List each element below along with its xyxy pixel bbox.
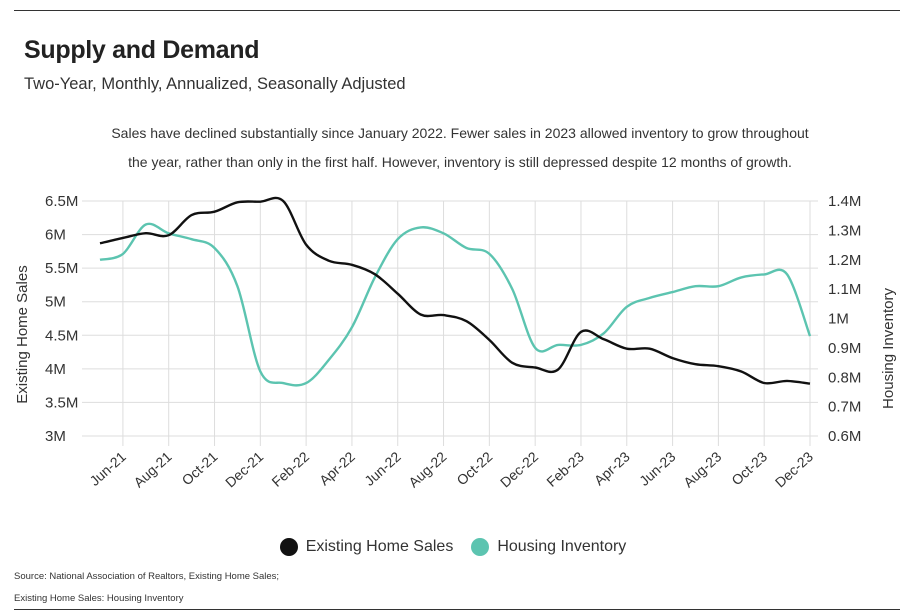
y-left-tick-label: 6M — [45, 227, 66, 244]
x-tick-label: Dec-22 — [497, 448, 541, 490]
x-tick-label: Oct-21 — [179, 448, 221, 488]
y-right-axis-title: Housing Inventory — [880, 288, 897, 409]
chart-legend: Existing Home Sales Housing Inventory — [0, 538, 906, 556]
y-right-tick-label: 1.2M — [828, 252, 861, 269]
y-right-tick-label: 1.3M — [828, 222, 861, 239]
y-left-tick-label: 6.5M — [45, 193, 78, 210]
y-left-tick-label: 4.5M — [45, 327, 78, 344]
legend-swatch-sales — [279, 538, 298, 556]
x-tick-label: Dec-23 — [772, 448, 816, 490]
legend-item-sales: Existing Home Sales — [279, 538, 454, 556]
x-tick-label: Apr-22 — [316, 448, 358, 488]
y-left-tick-label: 4M — [45, 361, 66, 378]
source-note-line-2: Existing Home Sales: Housing Inventory — [14, 593, 184, 604]
top-rule — [14, 10, 900, 11]
x-tick-label: Oct-22 — [453, 448, 495, 488]
description-line-1: Sales have declined substantially since … — [111, 125, 809, 141]
x-tick-label: Jun-22 — [361, 448, 404, 489]
x-tick-label: Aug-21 — [130, 448, 174, 490]
y-right-tick-label: 1M — [828, 311, 849, 328]
y-right-tick-label: 0.7M — [828, 399, 861, 416]
y-left-axis-title: Existing Home Sales — [14, 265, 31, 403]
x-tick-label: Dec-21 — [222, 448, 266, 490]
y-right-tick-label: 1.1M — [828, 281, 861, 298]
description-line-2: the year, rather than only in the first … — [128, 154, 792, 170]
series-line-existing-home-sales — [99, 196, 811, 385]
bottom-rule — [14, 609, 900, 610]
legend-swatch-inventory — [471, 538, 490, 556]
y-left-tick-label: 3M — [45, 428, 66, 445]
legend-label-inventory: Housing Inventory — [497, 538, 627, 555]
x-tick-label: Feb-22 — [268, 448, 312, 490]
legend-item-inventory: Housing Inventory — [471, 538, 626, 556]
x-tick-label: Jun-21 — [86, 448, 129, 489]
x-tick-label: Jun-23 — [636, 448, 679, 489]
x-tick-label: Aug-22 — [405, 448, 449, 490]
x-tick-label: Feb-23 — [543, 448, 587, 490]
y-left-tick-label: 3.5M — [45, 394, 78, 411]
series-line-housing-inventory — [99, 222, 812, 387]
x-tick-label: Apr-23 — [591, 448, 633, 488]
y-right-tick-label: 0.8M — [828, 369, 861, 386]
source-note-line-1: Source: National Association of Realtors… — [14, 571, 280, 582]
y-right-tick-label: 0.9M — [828, 340, 861, 357]
x-tick-label: Oct-23 — [728, 448, 770, 488]
y-left-tick-label: 5.5M — [45, 260, 78, 277]
x-tick-label: Aug-23 — [680, 448, 724, 490]
y-right-tick-label: 1.4M — [828, 193, 861, 210]
legend-label-sales: Existing Home Sales — [305, 538, 454, 555]
y-left-tick-label: 5M — [45, 294, 66, 311]
chart-subtitle: Two-Year, Monthly, Annualized, Seasonall… — [24, 75, 406, 93]
chart-title: Supply and Demand — [24, 36, 260, 64]
y-right-tick-label: 0.6M — [828, 428, 861, 445]
